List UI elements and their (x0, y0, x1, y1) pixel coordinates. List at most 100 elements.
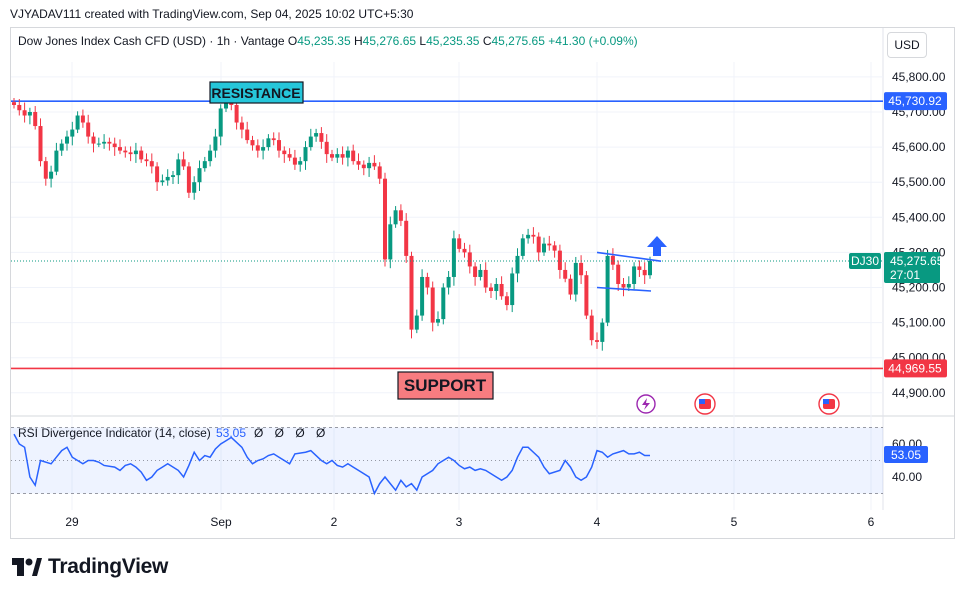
candle-body (33, 112, 38, 127)
tradingview-logo-icon (12, 558, 42, 576)
candle-body (473, 266, 478, 277)
candle-body (186, 166, 191, 193)
candle-body (96, 143, 101, 145)
y-tick-label: 45,400.00 (892, 210, 946, 224)
x-tick-label: Sep (210, 515, 232, 529)
candle-body (208, 150, 213, 162)
candle-body (213, 136, 218, 151)
rsi-line (13, 433, 651, 496)
close-label: C (482, 34, 492, 48)
candle-body (245, 129, 250, 141)
candle-body (149, 161, 154, 167)
currency-button[interactable]: USD (887, 32, 927, 58)
instrument-title[interactable]: Dow Jones Index Cash CFD (USD) · 1h · Va… (18, 34, 285, 48)
candle-body (133, 150, 138, 155)
change-value: +41.30 (+0.09%) (548, 34, 638, 48)
candle-body (271, 138, 276, 141)
candle-body (351, 150, 356, 162)
candle-body (393, 210, 398, 225)
candle-body (91, 136, 96, 144)
candle-body (589, 315, 594, 341)
candle-body (457, 238, 462, 249)
candle-body (277, 140, 281, 151)
candle-body (398, 210, 403, 221)
countdown-label: 27:01 (890, 268, 920, 282)
candle-body (409, 255, 414, 330)
rsi-title: RSI Divergence Indicator (14, close) (18, 426, 211, 440)
x-tick-label: 4 (594, 515, 601, 529)
close-value: 45,275.65 (491, 34, 545, 48)
candle-body (282, 150, 287, 155)
high-value: 45,276.65 (362, 34, 417, 48)
candle-body (102, 141, 107, 144)
support-tag-bg (397, 371, 494, 400)
candle-body (648, 260, 652, 276)
candle-body (483, 269, 488, 288)
candle-body (70, 129, 75, 137)
current-price-label: 45,275.65 (890, 254, 944, 268)
candle-body (308, 136, 313, 148)
candle-body (292, 157, 297, 165)
candle-body (324, 141, 329, 155)
channel-upper-line (596, 251, 662, 262)
chart-frame (10, 27, 955, 539)
candle-body (155, 166, 160, 183)
candle-body (489, 287, 493, 292)
low-value: 45,235.35 (426, 34, 480, 48)
candle-body (573, 262, 578, 295)
candle-body (557, 250, 562, 270)
resistance-price-tag (884, 92, 947, 111)
y-tick-label: 45,800.00 (892, 70, 946, 84)
tradingview-brand: TradingView (12, 555, 168, 579)
x-tick-label: 3 (456, 515, 463, 529)
candle-body (176, 159, 181, 176)
rsi-tick-label: 40.00 (892, 470, 922, 484)
candle-body (595, 340, 599, 342)
candle-body (49, 171, 54, 179)
candle-body (65, 136, 69, 144)
candle-body (621, 283, 626, 288)
candle-body (261, 147, 266, 151)
candle-body (171, 175, 175, 177)
chart-attribution: VJYADAV111 created with TradingView.com,… (10, 7, 414, 21)
open-label: O (287, 34, 298, 48)
candle-body (234, 104, 239, 123)
candle-body (420, 276, 425, 316)
y-tick-label: 45,100.00 (892, 316, 946, 330)
candle-body (27, 112, 32, 116)
candle-body (526, 234, 531, 239)
candle-body (531, 234, 536, 237)
candle-body (239, 122, 244, 130)
candle-body (330, 154, 334, 158)
candle-body (579, 262, 584, 276)
candle-body (547, 243, 552, 246)
candle-body (139, 150, 144, 160)
candle-body (160, 180, 165, 183)
candle-body (197, 168, 202, 183)
candle-body (632, 266, 637, 284)
low-label: L (419, 34, 427, 48)
y-tick-label: 44,900.00 (892, 386, 946, 400)
candle-body (361, 164, 366, 169)
candle-body (298, 161, 303, 165)
candle-body (414, 315, 419, 330)
candle-body (144, 159, 149, 162)
candle-body (510, 273, 515, 306)
candle-body (626, 283, 631, 288)
candle-body (520, 238, 525, 256)
candle-body (462, 248, 467, 253)
candle-body (446, 276, 451, 288)
support-price-tag (884, 359, 947, 378)
current-price-tag (884, 251, 940, 283)
candle-body (605, 255, 610, 323)
candle-body (86, 122, 91, 137)
candle-body (478, 269, 483, 277)
candle-body (425, 276, 430, 288)
candle-body (515, 255, 520, 274)
candle-body (610, 255, 615, 265)
candle-body (499, 283, 504, 297)
candle-body (451, 238, 456, 277)
brand-name: TradingView (48, 555, 169, 578)
candle-body (12, 102, 16, 105)
